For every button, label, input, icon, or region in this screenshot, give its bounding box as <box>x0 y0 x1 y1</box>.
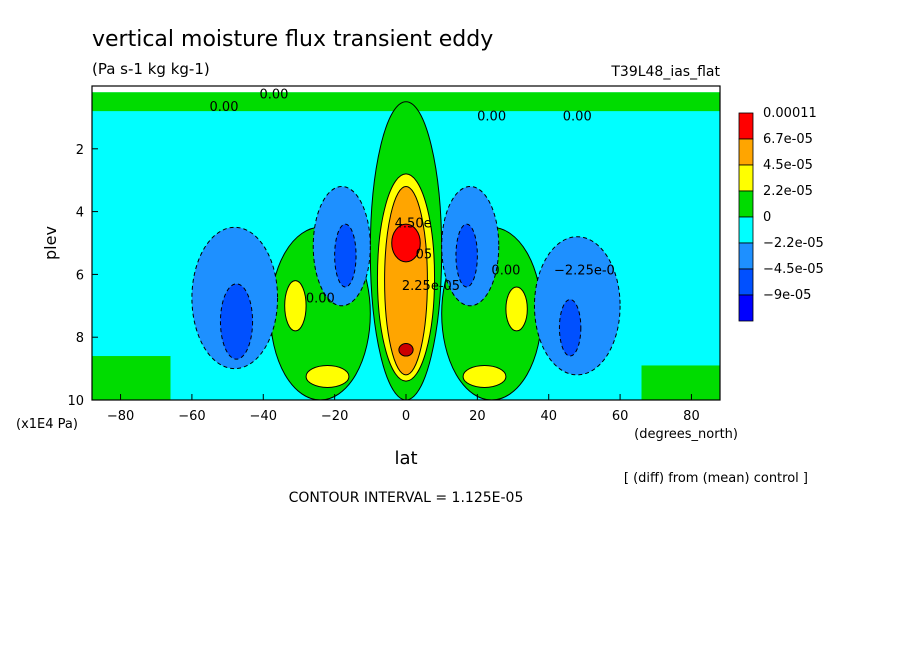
yellow-field <box>284 280 307 332</box>
green-field <box>641 365 720 400</box>
yellow-field <box>505 286 528 332</box>
y-tick-label: 8 <box>76 331 84 346</box>
contour-label: 0.00 <box>563 110 592 125</box>
legend-label: −4.5e-05 <box>763 262 824 277</box>
units-label: (Pa s-1 kg kg-1) <box>92 60 210 78</box>
contour-label: 2.25e-05 <box>402 279 460 294</box>
contour-label: 05 <box>416 248 433 263</box>
color-legend: 0.00011 6.7e-05 4.5e-05 2.2e-05 0 −2.2e-05 −4.… <box>738 106 824 322</box>
legend-label: 4.5e-05 <box>763 158 813 173</box>
contour-label: 0.00 <box>306 292 335 307</box>
legend-label: 2.2e-05 <box>763 184 813 199</box>
y-tick-label: 10 <box>67 394 84 409</box>
legend-swatch <box>738 164 754 192</box>
legend-swatch <box>738 112 754 140</box>
x-tick-label: 20 <box>469 409 486 424</box>
x-axis-label: lat <box>394 448 417 469</box>
y-tick-label: 4 <box>76 206 84 221</box>
plot-area: 0.00 0.00 0.00 0.00 0.00 0.00 −2.25e-0 4.50e 2.2… <box>67 85 721 424</box>
x-tick-label: −80 <box>107 409 134 424</box>
legend-swatch <box>738 242 754 270</box>
legend-label: 0 <box>763 210 771 225</box>
contour-label: 0.00 <box>477 110 506 125</box>
x-tick-label: 0 <box>402 409 410 424</box>
y-axis-units: (x1E4 Pa) <box>16 417 78 432</box>
legend-swatch <box>738 216 754 244</box>
yellow-field <box>305 364 350 388</box>
contour-label: 4.50e <box>395 216 432 231</box>
red-field <box>391 223 421 263</box>
x-tick-label: 40 <box>540 409 557 424</box>
run-label: T39L48_ias_flat <box>610 64 720 80</box>
green-field <box>92 356 171 400</box>
x-tick-label: 80 <box>683 409 700 424</box>
legend-label: 6.7e-05 <box>763 132 813 147</box>
legend-swatch <box>738 294 754 322</box>
darkblue-field <box>219 283 254 360</box>
y-tick-label: 6 <box>76 268 84 283</box>
red-field <box>398 342 414 357</box>
legend-label: −9e-05 <box>763 288 811 303</box>
x-tick-label: −20 <box>321 409 348 424</box>
legend-swatch <box>738 190 754 218</box>
darkblue-field <box>558 299 582 357</box>
contour-label: 0.00 <box>491 263 520 278</box>
contour-label: 0.00 <box>260 88 289 103</box>
x-tick-label: −40 <box>250 409 277 424</box>
contour-label: 0.00 <box>210 100 239 115</box>
x-axis-units: (degrees_north) <box>634 427 738 442</box>
legend-swatch <box>738 268 754 296</box>
legend-label: −2.2e-05 <box>763 236 824 251</box>
chart-title: vertical moisture flux transient eddy <box>92 27 493 52</box>
x-tick-label: 60 <box>612 409 629 424</box>
contour-label: −2.25e-0 <box>554 263 615 278</box>
comparison-subtitle: [ (diff) from (mean) control ] <box>624 471 808 486</box>
y-axis-label: plev <box>41 226 60 260</box>
y-tick-label: 2 <box>76 143 84 158</box>
yellow-field <box>462 364 507 388</box>
field-layers: 0.00 0.00 0.00 0.00 0.00 0.00 −2.25e-0 4.50e 2.2… <box>92 88 720 400</box>
legend-swatch <box>738 138 754 166</box>
contour-interval: CONTOUR INTERVAL = 1.125E-05 <box>289 490 524 506</box>
darkblue-field <box>455 223 478 288</box>
darkblue-field <box>334 223 357 288</box>
legend-label: 0.00011 <box>763 106 817 121</box>
x-tick-label: −60 <box>178 409 205 424</box>
